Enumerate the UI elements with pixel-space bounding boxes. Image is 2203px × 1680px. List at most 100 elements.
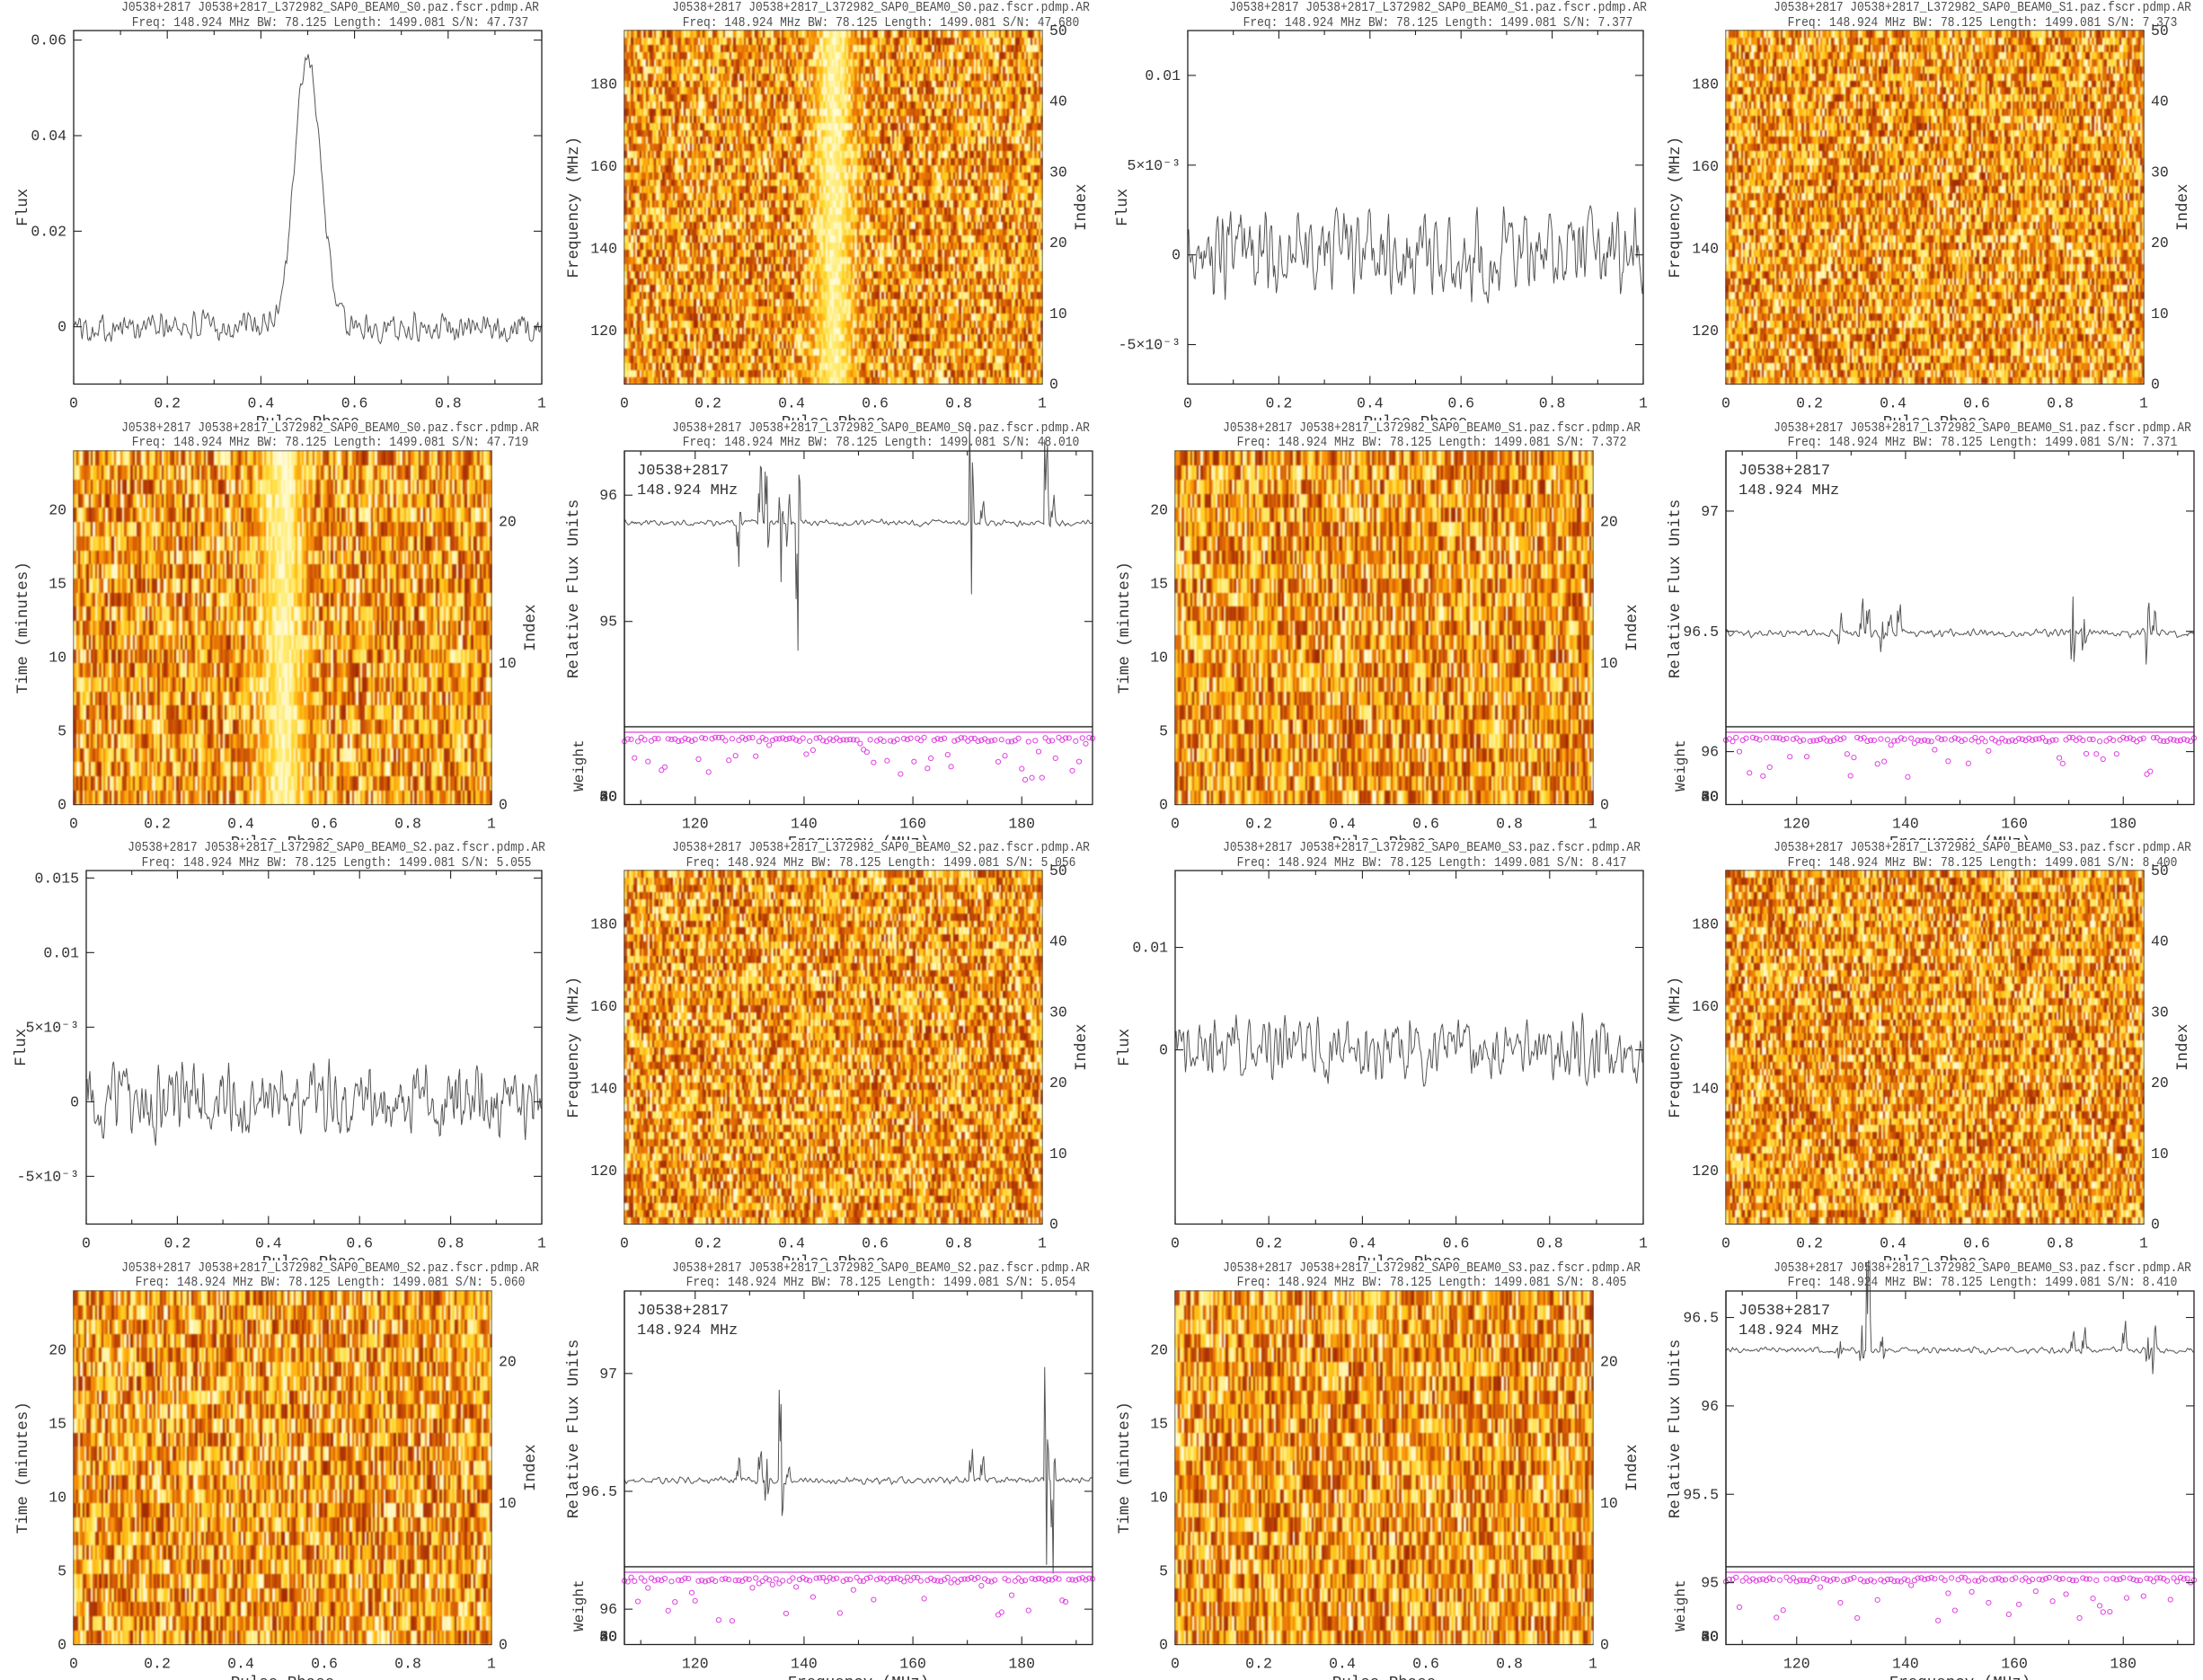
- svg-text:1: 1: [1588, 815, 1597, 832]
- svg-text:120: 120: [1692, 323, 1719, 340]
- svg-text:15: 15: [1150, 1415, 1168, 1432]
- svg-text:Index: Index: [1623, 604, 1641, 651]
- svg-text:0.01: 0.01: [1132, 940, 1168, 957]
- svg-text:Flux: Flux: [1116, 1029, 1134, 1066]
- svg-text:Weight: Weight: [1673, 739, 1689, 791]
- svg-text:Pulse Phase: Pulse Phase: [1332, 1674, 1437, 1680]
- svg-text:30: 30: [2151, 164, 2169, 181]
- svg-text:180: 180: [1008, 1655, 1035, 1672]
- svg-text:0.2: 0.2: [695, 1235, 721, 1252]
- svg-text:1: 1: [1038, 395, 1047, 412]
- svg-text:120: 120: [590, 1163, 617, 1180]
- svg-text:96: 96: [599, 1601, 617, 1618]
- svg-text:Index: Index: [522, 604, 540, 651]
- svg-text:20: 20: [1049, 234, 1067, 252]
- svg-text:0.2: 0.2: [695, 395, 721, 412]
- svg-text:0.4: 0.4: [227, 815, 254, 832]
- svg-text:180: 180: [1692, 75, 1719, 93]
- svg-text:120: 120: [682, 815, 709, 832]
- svg-text:Index: Index: [522, 1444, 540, 1491]
- svg-text:Relative Flux Units: Relative Flux Units: [1667, 499, 1685, 678]
- svg-text:40: 40: [1049, 933, 1067, 951]
- svg-text:0: 0: [499, 796, 508, 813]
- svg-text:1: 1: [2139, 1235, 2148, 1252]
- svg-text:0.6: 0.6: [862, 395, 889, 412]
- svg-text:10: 10: [1150, 649, 1168, 666]
- svg-text:Pulse Phase: Pulse Phase: [1332, 834, 1437, 840]
- svg-text:J0538+2817: J0538+2817: [1739, 1303, 1830, 1320]
- svg-text:Index: Index: [2174, 1023, 2192, 1071]
- svg-text:140: 140: [590, 241, 617, 258]
- svg-text:140: 140: [590, 1081, 617, 1098]
- svg-text:20: 20: [1150, 501, 1168, 518]
- svg-text:Relative Flux Units: Relative Flux Units: [565, 1339, 583, 1518]
- svg-text:0.01: 0.01: [1145, 67, 1181, 84]
- svg-text:5: 5: [58, 1562, 66, 1579]
- svg-text:0.4: 0.4: [248, 395, 275, 412]
- svg-text:Index: Index: [1623, 1444, 1641, 1491]
- svg-text:0: 0: [1159, 1636, 1168, 1653]
- svg-text:160: 160: [1692, 998, 1719, 1015]
- svg-text:Frequency (MHz): Frequency (MHz): [1667, 137, 1685, 279]
- svg-text:Index: Index: [1073, 1023, 1091, 1071]
- svg-text:0: 0: [1171, 1655, 1180, 1672]
- svg-text:95.5: 95.5: [1683, 1486, 1719, 1503]
- svg-text:0: 0: [499, 1636, 508, 1653]
- svg-text:0.8: 0.8: [1536, 1235, 1563, 1252]
- svg-text:95: 95: [1701, 1574, 1719, 1591]
- svg-text:97: 97: [599, 1365, 617, 1382]
- svg-text:Pulse Phase: Pulse Phase: [1883, 414, 1987, 420]
- svg-text:20: 20: [1600, 513, 1618, 530]
- svg-text:180: 180: [590, 75, 617, 93]
- svg-text:0: 0: [70, 1093, 79, 1110]
- svg-text:J0538+2817: J0538+2817: [637, 463, 729, 480]
- svg-text:10: 10: [1150, 1489, 1168, 1506]
- svg-text:Frequency (MHz): Frequency (MHz): [788, 1674, 930, 1680]
- svg-text:0: 0: [69, 1655, 78, 1672]
- svg-text:30: 30: [1049, 164, 1067, 181]
- svg-text:1: 1: [2139, 395, 2148, 412]
- svg-text:1: 1: [537, 395, 546, 412]
- svg-text:Frequency (MHz): Frequency (MHz): [1667, 977, 1685, 1119]
- svg-text:0.8: 0.8: [945, 1235, 972, 1252]
- svg-text:20: 20: [49, 1341, 66, 1358]
- svg-text:Relative Flux Units: Relative Flux Units: [565, 499, 583, 678]
- svg-text:Frequency (MHz): Frequency (MHz): [1889, 1674, 2031, 1680]
- svg-text:10: 10: [1600, 655, 1618, 672]
- svg-text:40: 40: [2151, 933, 2169, 951]
- svg-text:1: 1: [1639, 395, 1648, 412]
- svg-text:1: 1: [487, 1655, 496, 1672]
- svg-text:120: 120: [590, 323, 617, 340]
- svg-text:10: 10: [49, 649, 66, 666]
- svg-text:0.6: 0.6: [1963, 395, 1990, 412]
- svg-text:0.8: 0.8: [394, 815, 421, 832]
- svg-text:0.04: 0.04: [31, 128, 66, 145]
- svg-text:20: 20: [49, 501, 66, 518]
- svg-text:Weight: Weight: [1673, 1579, 1689, 1631]
- svg-text:140: 140: [791, 1655, 818, 1672]
- svg-text:20: 20: [2151, 1074, 2169, 1092]
- svg-text:148.924 MHz: 148.924 MHz: [1739, 482, 1839, 500]
- svg-text:15: 15: [49, 575, 66, 592]
- svg-text:20: 20: [1049, 1074, 1067, 1092]
- svg-text:10: 10: [1600, 1495, 1618, 1512]
- svg-text:96: 96: [1701, 743, 1719, 760]
- svg-text:0.4: 0.4: [1349, 1235, 1376, 1252]
- svg-text:50: 50: [2151, 22, 2169, 40]
- svg-text:0.6: 0.6: [1963, 1235, 1990, 1252]
- svg-text:96: 96: [599, 487, 617, 504]
- svg-text:140: 140: [1692, 1081, 1719, 1098]
- svg-text:Pulse Phase: Pulse Phase: [256, 414, 360, 420]
- svg-text:15: 15: [49, 1415, 66, 1432]
- svg-text:180: 180: [1692, 915, 1719, 933]
- svg-text:30: 30: [1049, 1004, 1067, 1021]
- svg-text:Pulse Phase: Pulse Phase: [1883, 1254, 1987, 1260]
- svg-text:Pulse Phase: Pulse Phase: [231, 834, 335, 840]
- svg-text:0.4: 0.4: [778, 1235, 805, 1252]
- svg-text:Relative Flux Units: Relative Flux Units: [1667, 1339, 1685, 1518]
- svg-text:Index: Index: [2174, 183, 2192, 231]
- svg-text:0.8: 0.8: [435, 395, 462, 412]
- svg-text:Pulse Phase: Pulse Phase: [782, 1254, 886, 1260]
- svg-text:180: 180: [2110, 1655, 2137, 1672]
- svg-text:0: 0: [620, 395, 629, 412]
